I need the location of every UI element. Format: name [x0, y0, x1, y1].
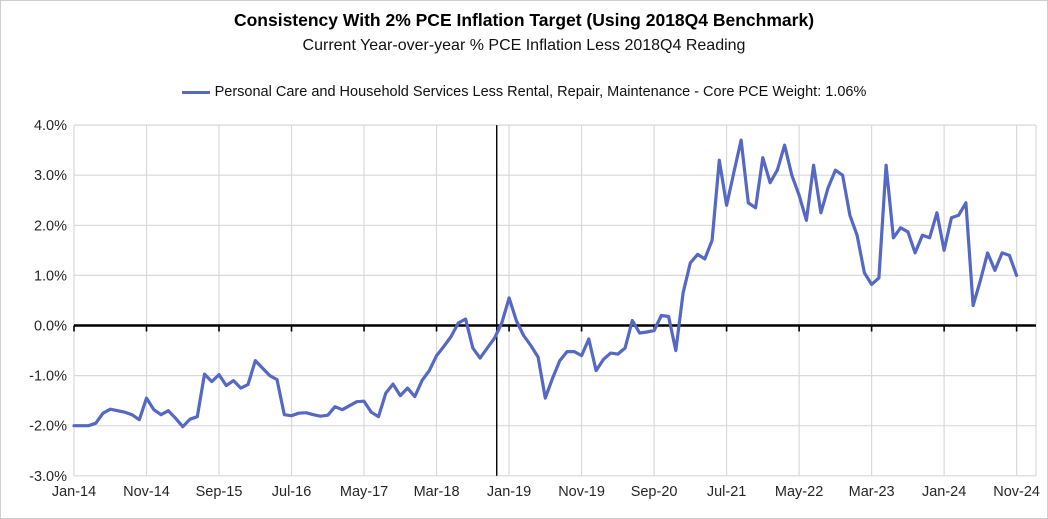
x-axis-label: Jan-14 [52, 484, 96, 500]
y-axis-label: 3.0% [34, 168, 67, 184]
x-axis-label: Nov-19 [558, 484, 605, 500]
y-axis-label: -3.0% [29, 469, 67, 485]
x-axis-label: Sep-15 [196, 484, 243, 500]
x-axis-label: Nov-14 [123, 484, 170, 500]
x-axis-label: Sep-20 [631, 484, 678, 500]
legend: Personal Care and Household Services Les… [1, 84, 1047, 100]
x-axis-label: Jan-24 [922, 484, 966, 500]
x-axis-label: Jan-19 [487, 484, 531, 500]
x-axis-label: Mar-18 [414, 484, 460, 500]
x-axis-label: Nov-24 [993, 484, 1040, 500]
chart-title: Consistency With 2% PCE Inflation Target… [233, 10, 815, 30]
legend-line-swatch-icon [181, 90, 210, 94]
x-axis-label: May-22 [775, 484, 823, 500]
x-axis-label: Jul-16 [272, 484, 312, 500]
legend-series-label: Personal Care and Household Services Les… [214, 84, 867, 100]
y-axis-label: -2.0% [29, 419, 67, 435]
x-axis-label: Mar-23 [849, 484, 895, 500]
y-axis-label: 4.0% [34, 118, 67, 134]
y-axis-label: 2.0% [34, 218, 67, 234]
x-axis-label: May-17 [340, 484, 388, 500]
x-axis-label: Jul-21 [707, 484, 747, 500]
y-axis-label: -1.0% [29, 369, 67, 385]
y-axis-label: 1.0% [34, 268, 67, 284]
y-axis-label: 0.0% [34, 319, 67, 335]
chart-subtitle: Current Year-over-year % PCE Inflation L… [302, 37, 746, 54]
